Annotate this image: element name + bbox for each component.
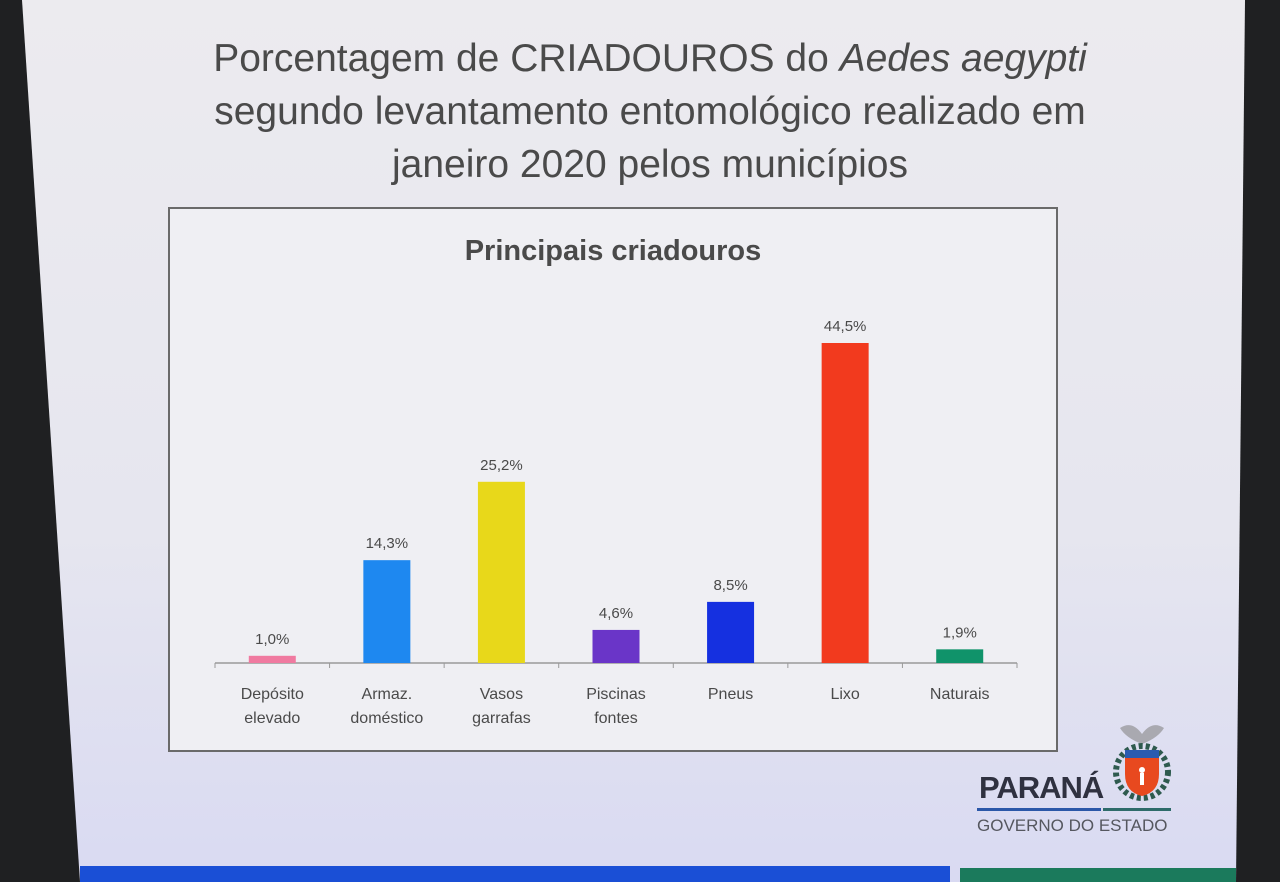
category-label: doméstico [350, 710, 423, 727]
category-label: Lixo [830, 686, 859, 703]
category-label: Naturais [930, 686, 990, 703]
bar [936, 649, 984, 663]
logo-name: PARANÁ [979, 770, 1104, 805]
chart-area: Principais criadouros 1,0% Depósito elevad… [168, 207, 1058, 752]
category-label: Vasos [480, 686, 523, 703]
bar [477, 481, 525, 663]
category-label: elevado [244, 710, 300, 727]
category-label: Armaz. [362, 686, 413, 703]
category-label: garrafas [472, 710, 531, 727]
title-line-2: segundo levantamento entomológico realiz… [214, 90, 1086, 133]
title-line-3: janeiro 2020 pelos municípios [392, 143, 908, 186]
category-label: Pneus [708, 686, 753, 703]
data-label: 1,0% [255, 631, 289, 648]
chart-title: Principais criadouros [464, 235, 762, 267]
bar [248, 655, 296, 663]
title-species: Aedes aegypti [839, 37, 1087, 80]
bar-chart: 1,0% Depósito elevado 14,3% Armaz. doméstico 2… [214, 318, 1018, 727]
slide-title: Porcentagem de CRIADOUROS do Aedes aegyp… [150, 32, 1150, 191]
bar [592, 629, 640, 663]
footer-blue-bar [80, 866, 950, 882]
bar [707, 601, 755, 663]
coat-of-arms-icon [1113, 725, 1171, 801]
category-label: Piscinas [586, 686, 646, 703]
logo-subtitle: GOVERNO DO ESTADO [977, 816, 1168, 835]
category-label: fontes [594, 710, 638, 727]
bar [363, 560, 411, 663]
data-label: 14,3% [366, 535, 409, 552]
logo-underline-blue [977, 808, 1101, 811]
title-line-1: Porcentagem de CRIADOUROS do [213, 37, 840, 80]
footer-green-bar [960, 868, 1236, 882]
parana-logo: PARANÁ GOVERNO DO ESTADO [975, 720, 1185, 840]
data-label: 8,5% [713, 577, 747, 594]
bar [821, 343, 869, 663]
data-label: 1,9% [943, 624, 977, 641]
data-label: 44,5% [824, 318, 867, 335]
data-label: 25,2% [480, 457, 523, 474]
logo-underline-green [1103, 808, 1171, 811]
data-label: 4,6% [599, 605, 633, 622]
category-label: Depósito [241, 686, 304, 703]
